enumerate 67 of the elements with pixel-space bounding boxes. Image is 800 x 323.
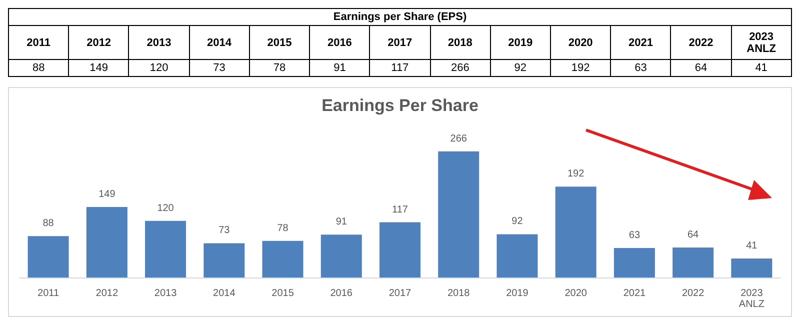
annotation: 120 [157, 202, 174, 214]
x-tick-label: 2018 [430, 26, 490, 60]
data-label: 266 [430, 60, 490, 76]
data-label: 64 [670, 60, 732, 76]
x-tick-label: 2022 [670, 26, 732, 60]
category-label: 2013 [154, 288, 177, 299]
annotation: 192 [568, 168, 585, 180]
bar [438, 151, 480, 278]
bar [145, 220, 186, 278]
bar [379, 222, 420, 278]
bar [28, 236, 69, 278]
annotation: 78 [277, 222, 289, 234]
category-label: 2018 [447, 288, 470, 299]
chart-subtitle: Earnings per Share (EPS) [8, 8, 792, 26]
x-tick-label: 2020 [550, 26, 611, 60]
data-label: 92 [490, 60, 550, 76]
category-label: 2014 [213, 288, 236, 299]
annotation: 73 [218, 225, 230, 236]
annotation: 91 [336, 216, 348, 228]
category-label: 2011 [38, 288, 60, 299]
data-label: 78 [249, 60, 310, 76]
x-tick-label: 2023 ANLZ [731, 26, 792, 60]
x-tick-label: 2021 [610, 26, 671, 60]
bar [496, 234, 538, 278]
bar [555, 186, 596, 278]
x-tick-label: 2012 [68, 26, 129, 60]
category-label: 2012 [96, 288, 118, 299]
x-tick-label: 2013 [128, 26, 190, 60]
annotation: 88 [42, 218, 54, 230]
x-tick-label: 2015 [249, 26, 310, 60]
bar [86, 207, 128, 278]
x-tick-label: 2014 [189, 26, 250, 60]
data-label: 149 [68, 60, 129, 76]
category-label: 2019 [506, 288, 528, 299]
category-label: 2022 [682, 288, 704, 299]
chart-title: Earnings Per Share [320, 95, 480, 116]
annotation: 117 [392, 204, 408, 216]
annotation: 266 [450, 133, 468, 144]
data-label: 88 [8, 60, 69, 76]
annotation: 149 [98, 189, 116, 200]
x-tick-label: 2016 [310, 26, 370, 60]
x-tick-label: 2017 [370, 26, 430, 60]
bar [320, 234, 362, 278]
bar [614, 248, 655, 278]
bar [204, 243, 245, 278]
data-label: 73 [189, 60, 250, 76]
category-label: 2015 [272, 288, 294, 299]
data-label: 117 [370, 60, 430, 76]
data-label: 63 [610, 60, 671, 76]
bar [731, 258, 772, 278]
category-label: 2016 [330, 288, 353, 299]
data-label: 41 [731, 60, 792, 76]
bar [672, 248, 714, 278]
x-tick-label: 2019 [490, 26, 550, 60]
annotation: 63 [628, 230, 640, 241]
category-label: 2021 [623, 288, 646, 299]
data-label: 91 [310, 60, 370, 76]
category-label: 2017 [388, 288, 412, 299]
annotation: 41 [746, 240, 758, 252]
annotation: 92 [512, 216, 524, 228]
bar [262, 240, 304, 278]
annotation: 64 [688, 230, 700, 241]
category-label: 2020 [564, 288, 587, 299]
x-tick-label: 2011 [8, 26, 69, 60]
category-label: 2023 ANLZ [738, 288, 764, 310]
data-label: 192 [550, 60, 611, 76]
data-label: 120 [128, 60, 190, 76]
